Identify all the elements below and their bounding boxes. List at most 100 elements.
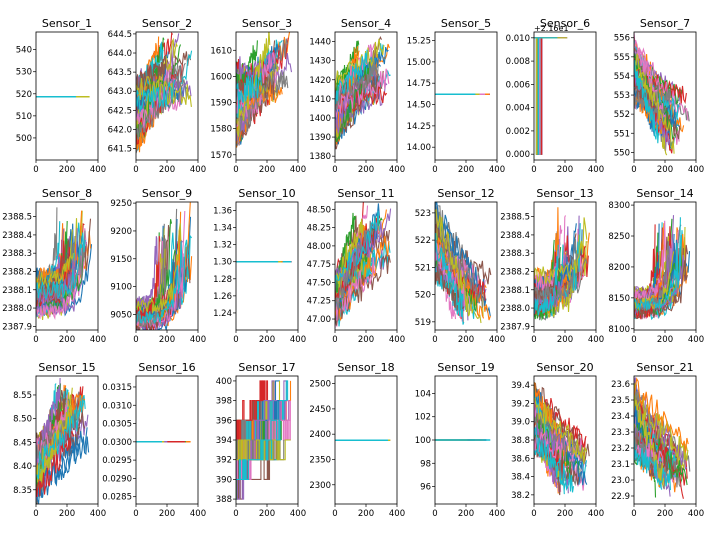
x-tick-label: 400 bbox=[190, 509, 206, 519]
y-tick-label: 48.50 bbox=[307, 205, 331, 215]
y-tick-label: 1.36 bbox=[213, 207, 232, 217]
subplot-title: Sensor_5 bbox=[441, 17, 491, 30]
subplot-title: Sensor_7 bbox=[640, 17, 690, 30]
subplot-sensor-19: Sensor_19 0 200 400 96 98 100 102 104 bbox=[415, 361, 505, 519]
x-tick-label: 200 bbox=[159, 335, 175, 345]
subplot-title: Sensor_2 bbox=[142, 17, 192, 30]
y-tick-label: 2500 bbox=[309, 380, 331, 390]
subplot-title: Sensor_14 bbox=[636, 187, 693, 200]
y-tick-label: 102 bbox=[415, 413, 431, 423]
x-tick-label: 0 bbox=[233, 509, 238, 519]
y-tick-label: 2388.4 bbox=[2, 231, 32, 241]
y-tick-label: 398 bbox=[216, 397, 232, 407]
y-tick-label: 0.0310 bbox=[102, 401, 132, 411]
series-line bbox=[634, 399, 665, 487]
series-line bbox=[435, 232, 463, 317]
axes-frame bbox=[533, 31, 597, 161]
y-tick-label: 551 bbox=[614, 129, 630, 139]
x-tick-label: 400 bbox=[290, 165, 306, 175]
x-tick-label: 200 bbox=[458, 165, 474, 175]
series-group bbox=[36, 377, 90, 504]
y-tick-label: 520 bbox=[415, 291, 431, 301]
x-tick-label: 200 bbox=[458, 335, 474, 345]
series-line bbox=[136, 223, 182, 313]
series-line bbox=[534, 239, 579, 304]
series-line bbox=[236, 380, 264, 441]
y-tick-label: 8.40 bbox=[13, 462, 32, 472]
y-tick-label: 2388.0 bbox=[2, 304, 32, 314]
x-tick-label: 400 bbox=[190, 335, 206, 345]
subplot-title: Sensor_12 bbox=[437, 187, 494, 200]
y-tick-label: 0.0300 bbox=[102, 438, 132, 448]
axes-frame bbox=[135, 375, 199, 505]
x-tick-label: 200 bbox=[259, 509, 275, 519]
x-tick-label: 0 bbox=[332, 509, 337, 519]
y-tick-label: 38.6 bbox=[511, 454, 530, 464]
y-tick-label: 23.4 bbox=[611, 412, 630, 422]
x-tick-label: 400 bbox=[489, 335, 505, 345]
x-tick-label: 200 bbox=[159, 165, 175, 175]
y-tick-label: 9050 bbox=[110, 310, 132, 320]
y-tick-label: 555 bbox=[614, 53, 630, 63]
series-line bbox=[36, 279, 77, 321]
y-tick-label: 39.2 bbox=[511, 399, 530, 409]
series-line bbox=[36, 243, 67, 298]
subplot-sensor-15: Sensor_15 0 200 400 8.35 8.40 8.45 8.50 8.55 bbox=[13, 361, 106, 519]
series-line bbox=[634, 60, 659, 144]
x-tick-label: 400 bbox=[389, 335, 405, 345]
x-tick-label: 200 bbox=[657, 509, 673, 519]
series-line bbox=[534, 217, 588, 285]
y-tick-label: 2450 bbox=[309, 405, 331, 415]
y-tick-label: 100 bbox=[415, 436, 431, 446]
y-tick-label: 552 bbox=[614, 110, 630, 120]
y-tick-label: 500 bbox=[16, 134, 32, 144]
y-tick-label: 2388.2 bbox=[2, 267, 32, 277]
y-tick-label: 1.24 bbox=[213, 309, 232, 319]
series-line bbox=[236, 419, 282, 480]
x-tick-label: 400 bbox=[389, 509, 405, 519]
series-group bbox=[36, 207, 93, 321]
x-tick-label: 200 bbox=[358, 509, 374, 519]
subplot-title: Sensor_8 bbox=[42, 187, 92, 200]
y-tick-label: 98 bbox=[420, 459, 431, 469]
series-line bbox=[335, 220, 374, 311]
y-tick-label: 22.9 bbox=[611, 492, 630, 502]
y-tick-label: 2388.1 bbox=[500, 286, 530, 296]
y-tick-label: 47.00 bbox=[307, 315, 331, 325]
x-tick-label: 0 bbox=[531, 509, 536, 519]
series-line bbox=[236, 38, 289, 147]
x-tick-label: 0 bbox=[33, 509, 38, 519]
y-tick-label: 1610 bbox=[210, 46, 232, 56]
series-line bbox=[534, 382, 590, 463]
y-tick-label: 2400 bbox=[309, 430, 331, 440]
x-tick-label: 200 bbox=[59, 335, 75, 345]
series-line bbox=[136, 62, 186, 140]
subplot-sensor-6: Sensor_6+2.16e1 0 200 400 0.000 0.002 0.004 0.0… bbox=[506, 17, 604, 175]
y-tick-label: 1.30 bbox=[213, 258, 232, 268]
x-tick-label: 0 bbox=[332, 165, 337, 175]
x-tick-label: 200 bbox=[159, 509, 175, 519]
x-tick-label: 0 bbox=[33, 335, 38, 345]
subplot-title: Sensor_20 bbox=[536, 361, 593, 374]
subplot-sensor-13: Sensor_13 0 200 400 2387.9 2388.0 2388.1 2388.2… bbox=[500, 187, 604, 345]
series-line bbox=[634, 92, 667, 123]
y-tick-label: 0.0295 bbox=[102, 456, 132, 466]
y-tick-label: 8.45 bbox=[13, 438, 32, 448]
y-tick-label: 644.5 bbox=[108, 30, 132, 40]
subplot-title: Sensor_4 bbox=[341, 17, 391, 30]
y-tick-label: 1380 bbox=[309, 152, 331, 162]
y-tick-label: 1580 bbox=[210, 125, 232, 135]
subplot-title: Sensor_3 bbox=[242, 17, 292, 30]
y-tick-label: 2388.4 bbox=[500, 231, 530, 241]
y-tick-label: 8.55 bbox=[13, 391, 32, 401]
x-tick-label: 200 bbox=[657, 335, 673, 345]
y-tick-label: 0.0305 bbox=[102, 420, 132, 430]
axes-frame bbox=[235, 201, 299, 331]
x-tick-label: 200 bbox=[59, 165, 75, 175]
y-tick-label: 2387.9 bbox=[2, 322, 32, 332]
y-tick-label: 0.006 bbox=[506, 80, 530, 90]
series-line bbox=[634, 438, 671, 491]
x-tick-label: 400 bbox=[290, 335, 306, 345]
subplot-sensor-4: Sensor_4 0 200 400 1380 1390 1400 1410 1420 1430 1… bbox=[309, 17, 405, 175]
x-tick-label: 0 bbox=[133, 165, 138, 175]
